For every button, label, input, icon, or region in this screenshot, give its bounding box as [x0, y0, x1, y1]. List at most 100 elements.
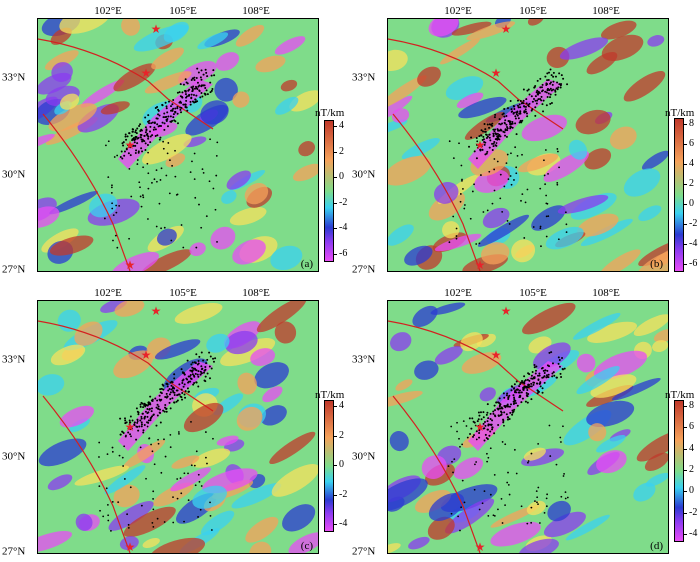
anomaly-blob — [434, 233, 482, 252]
seismicity-dot — [171, 381, 174, 384]
seismicity-dot — [559, 372, 562, 375]
seismicity-dot — [466, 436, 469, 439]
seismicity-dot — [126, 513, 129, 516]
seismicity-dot — [202, 371, 205, 374]
seismicity-dot — [192, 94, 195, 97]
seismicity-dot — [537, 390, 540, 393]
seismicity-dot — [504, 404, 507, 407]
seismicity-dot — [493, 414, 496, 417]
seismicity-dot — [515, 133, 518, 136]
seismicity-dot — [512, 400, 515, 403]
anomaly-blob — [232, 239, 266, 265]
seismicity-dot — [214, 357, 217, 360]
seismicity-dot — [137, 137, 140, 140]
lat-label-27: 27°N — [2, 263, 26, 276]
seismicity-dot — [146, 143, 149, 146]
anomaly-blob — [388, 390, 423, 408]
seismicity-dot — [159, 136, 162, 139]
seismicity-dot — [451, 460, 453, 463]
seismicity-dot — [524, 379, 527, 382]
seismicity-dot — [491, 202, 494, 205]
seismicity-dot — [166, 111, 169, 114]
seismicity-dot — [502, 130, 505, 133]
seismicity-dot — [473, 421, 476, 424]
seismicity-dot — [210, 529, 213, 531]
seismicity-dot — [527, 88, 530, 91]
seismicity-dot — [532, 226, 535, 228]
seismicity-dot — [512, 394, 515, 397]
seismicity-dot — [489, 418, 492, 421]
seismicity-dot — [147, 421, 150, 424]
seismicity-dot — [546, 369, 549, 372]
seismicity-dot — [478, 436, 481, 439]
seismicity-dot — [141, 150, 144, 153]
seismicity-dot — [549, 87, 552, 90]
seismicity-dot — [138, 125, 141, 128]
seismicity-dot — [463, 204, 466, 206]
seismicity-dot — [474, 424, 477, 427]
seismicity-dot — [535, 91, 538, 94]
seismicity-dot — [551, 372, 554, 375]
seismicity-dot — [213, 74, 216, 77]
seismicity-dot — [507, 178, 510, 181]
seismicity-dot — [184, 89, 187, 92]
seismicity-dot — [513, 111, 516, 114]
seismicity-dot — [169, 115, 172, 118]
anomaly-blob — [75, 513, 93, 531]
seismicity-dot — [489, 423, 492, 426]
anomaly-blob — [527, 19, 545, 26]
seismicity-dot — [553, 374, 556, 377]
seismicity-dot — [501, 210, 504, 213]
anomaly-field: ★ ★ ★ ★ — [38, 19, 318, 271]
seismicity-dot — [536, 382, 539, 385]
seismicity-dot — [559, 436, 562, 439]
seismicity-dot — [114, 234, 117, 237]
seismicity-dot — [111, 184, 113, 187]
seismicity-dot — [194, 484, 197, 487]
seismicity-dot — [461, 443, 464, 446]
colorbar-tick — [334, 228, 337, 230]
seismicity-dot — [485, 137, 488, 140]
seismicity-dot — [486, 403, 489, 406]
anomaly-blob — [245, 516, 279, 543]
seismicity-dot — [138, 425, 141, 428]
seismicity-dot — [192, 383, 195, 386]
seismicity-dot — [163, 226, 166, 229]
seismicity-dot — [498, 118, 501, 121]
star-icon: ★ — [475, 420, 486, 434]
anomaly-field: ★ ★ ★ ★ — [388, 302, 668, 553]
seismicity-dot — [200, 226, 203, 229]
seismicity-dot — [473, 183, 475, 186]
seismicity-dot — [517, 388, 520, 391]
seismicity-dot — [128, 167, 131, 170]
seismicity-dot — [521, 397, 524, 400]
seismicity-dot — [176, 193, 179, 196]
lon-label-105: 105°E — [519, 287, 547, 299]
seismicity-dot — [520, 391, 523, 394]
seismicity-dot — [107, 514, 110, 517]
seismicity-dot — [530, 385, 533, 388]
seismicity-dot — [458, 142, 460, 145]
seismicity-dot — [143, 403, 146, 406]
seismicity-dot — [169, 407, 172, 410]
lon-label-108: 108°E — [242, 287, 270, 299]
seismicity-dot — [505, 405, 508, 408]
seismicity-dot — [144, 126, 147, 129]
anomaly-blob — [244, 182, 269, 205]
seismicity-dot — [494, 128, 497, 131]
seismicity-dot — [520, 199, 522, 202]
seismicity-dot — [495, 401, 498, 404]
seismicity-dot — [139, 405, 142, 408]
seismicity-dot — [160, 387, 163, 390]
seismicity-dot — [116, 154, 119, 157]
seismicity-dot — [540, 245, 542, 248]
seismicity-dot — [536, 79, 539, 82]
seismicity-dot — [122, 431, 125, 434]
seismicity-dot — [205, 215, 208, 218]
seismicity-dot — [556, 150, 559, 153]
seismicity-dot — [194, 372, 197, 375]
seismicity-dot — [522, 105, 525, 108]
seismicity-dot — [157, 108, 160, 111]
seismicity-dot — [533, 366, 536, 369]
seismicity-dot — [563, 472, 565, 475]
